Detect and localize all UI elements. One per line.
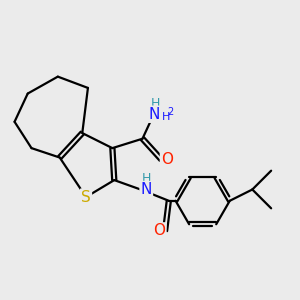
Text: H: H <box>142 172 151 185</box>
Text: H: H <box>162 112 170 122</box>
Text: N: N <box>141 182 152 197</box>
Text: 2: 2 <box>167 107 174 117</box>
Text: S: S <box>81 190 91 205</box>
Text: N: N <box>148 107 159 122</box>
Text: O: O <box>153 224 165 238</box>
Text: H: H <box>151 97 160 110</box>
Text: O: O <box>161 152 173 167</box>
